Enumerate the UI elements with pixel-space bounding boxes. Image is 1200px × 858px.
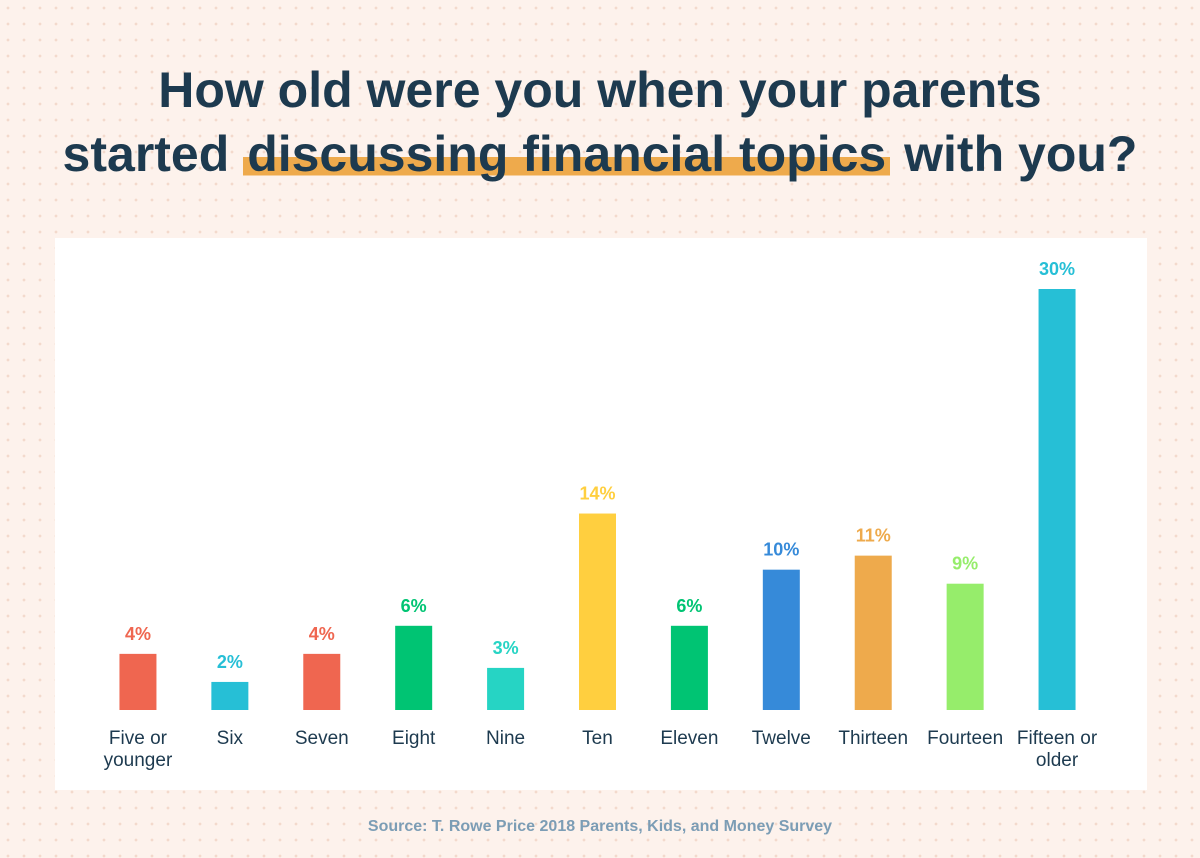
x-tick-label: Fifteen or older	[1016, 728, 1098, 771]
bar	[395, 625, 433, 710]
x-tick-label: Twelve	[751, 728, 811, 749]
value-label: 9%	[952, 554, 978, 574]
x-tick-label: Five or younger	[103, 728, 173, 771]
bar	[487, 667, 525, 710]
x-tick-label: Eleven	[660, 728, 719, 749]
x-tick-label: Six	[216, 728, 244, 749]
bar	[854, 555, 892, 710]
value-label: 10%	[763, 540, 799, 560]
bar	[579, 513, 616, 710]
value-label: 11%	[856, 526, 891, 546]
value-label: 4%	[125, 624, 151, 644]
value-label: 3%	[493, 638, 519, 658]
x-tick-label: Thirteen	[838, 728, 909, 749]
bar	[119, 653, 157, 710]
source: Source: T. Rowe Price 2018 Parents, Kids…	[367, 818, 833, 835]
value-label: 4%	[309, 624, 335, 644]
title-part: with you?	[904, 126, 1138, 182]
x-tick-label: Ten	[582, 728, 613, 749]
value-label: 2%	[217, 652, 243, 672]
x-tick-label: Seven	[294, 728, 349, 749]
value-label: 6%	[401, 596, 427, 616]
value-label: 14%	[579, 484, 615, 504]
bar	[211, 681, 249, 710]
value-label: 30%	[1039, 259, 1075, 279]
title-part: started	[62, 126, 230, 182]
x-tick-label: Fourteen	[927, 728, 1004, 749]
bar	[946, 583, 984, 710]
chart-title: How old were you when your parents start…	[0, 58, 1200, 186]
title-highlight: discussing financial topics	[243, 126, 891, 182]
value-label: 6%	[676, 596, 702, 616]
bar	[762, 569, 800, 710]
bar	[670, 625, 708, 710]
x-tick-label: Nine	[486, 728, 526, 749]
bar	[1038, 289, 1076, 710]
bar	[303, 653, 341, 710]
x-tick-label: Eight	[392, 728, 436, 749]
title-line: How old were you when your parents	[158, 62, 1042, 118]
